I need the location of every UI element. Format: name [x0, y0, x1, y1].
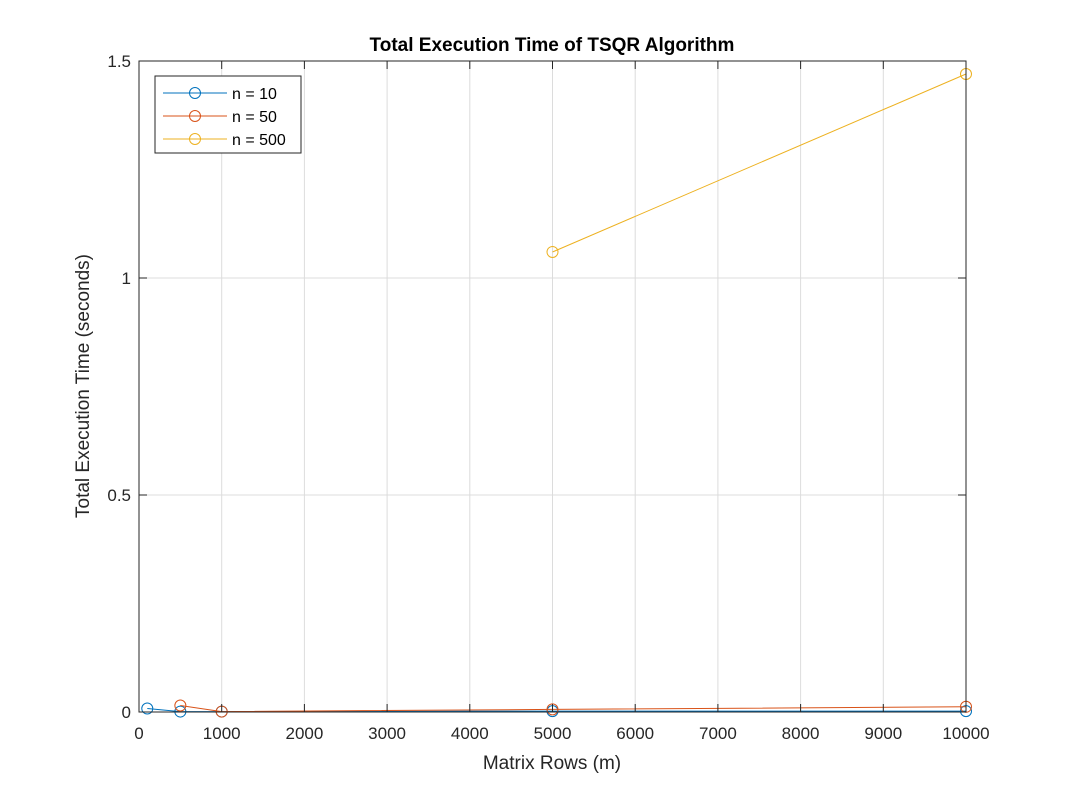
legend-swatch-marker [189, 110, 201, 122]
x-tick-label: 5000 [534, 724, 572, 743]
x-axis-label: Matrix Rows (m) [483, 753, 621, 774]
legend: n = 10 n = 50 n = 500 [154, 75, 302, 154]
data-point [546, 245, 559, 258]
x-tick-label: 3000 [368, 724, 406, 743]
legend-label: n = 50 [232, 109, 277, 126]
y-tick-label: 0.5 [107, 486, 131, 505]
legend-label: n = 10 [232, 86, 277, 103]
y-tick-label: 1 [122, 269, 131, 288]
legend-box [154, 75, 302, 154]
axis-ticks: 0 1000 2000 3000 4000 5000 6000 7000 8000 9000 100… [107, 52, 989, 743]
x-tick-label: 1000 [203, 724, 241, 743]
series-line [552, 73, 967, 253]
y-tick-label: 1.5 [107, 52, 131, 71]
x-tick-label: 9000 [864, 724, 902, 743]
x-tick-label: 7000 [699, 724, 737, 743]
legend-label: n = 500 [232, 132, 286, 149]
legend-item: n = 50 [163, 109, 277, 126]
x-tick-label: 6000 [616, 724, 654, 743]
legend-item: n = 10 [163, 86, 277, 103]
x-tick-label: 0 [134, 724, 143, 743]
legend-swatch-marker [189, 87, 201, 99]
x-tick-label: 10000 [942, 724, 989, 743]
data-point [141, 702, 154, 715]
x-tick-label: 2000 [285, 724, 323, 743]
x-tick-label: 4000 [451, 724, 489, 743]
legend-item: n = 500 [163, 132, 286, 149]
data-point [546, 703, 559, 716]
y-tick-label: 0 [122, 703, 131, 722]
data-point [174, 699, 187, 712]
legend-swatch-marker [189, 133, 201, 145]
chart-title: Total Execution Time of TSQR Algorithm [370, 35, 735, 56]
x-tick-label: 8000 [782, 724, 820, 743]
y-axis-label: Total Execution Time (seconds) [73, 254, 94, 518]
